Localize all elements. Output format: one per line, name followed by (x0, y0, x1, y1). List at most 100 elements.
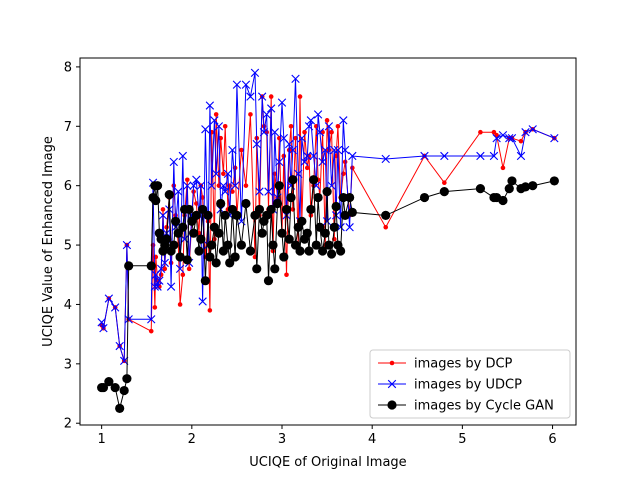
series-1-point-46 (228, 145, 237, 155)
series-1-point-77 (306, 116, 316, 125)
series-0-point-17 (164, 224, 169, 230)
series-2-point-60 (268, 240, 278, 250)
series-2-point-32 (196, 234, 206, 244)
series-2-point-78 (308, 175, 319, 185)
series-2-point-66 (281, 204, 292, 215)
series-1-point-92 (340, 145, 350, 155)
series-2-point-106 (528, 181, 538, 191)
series-2-point-29 (189, 228, 199, 238)
series-1-point-75 (303, 151, 312, 161)
series-1-point-58 (264, 187, 273, 196)
series-1-point-48 (232, 80, 242, 89)
series-1-point-103 (507, 133, 517, 143)
series-2-point-86 (327, 249, 337, 259)
series-1-point-53 (252, 139, 261, 149)
series-1-point-78 (309, 151, 318, 161)
y-tick-label-1: 3 (64, 357, 72, 372)
legend-marker-1 (387, 379, 397, 389)
series-2-point-11 (151, 195, 161, 206)
series-2-point-20 (169, 240, 179, 250)
series-2-point-75 (302, 228, 312, 238)
series-0-point-89 (335, 123, 341, 129)
y-tick-label-0: 2 (64, 417, 72, 432)
series-2-point-51 (245, 246, 256, 256)
series-2-point-43 (220, 210, 230, 220)
series-0-point-51 (248, 112, 253, 117)
series-2-point-107 (549, 176, 559, 186)
series-2-point-53 (252, 264, 262, 274)
series-2-point-8 (146, 261, 156, 271)
series-2-point-62 (272, 198, 283, 209)
series-2-point-68 (286, 192, 296, 203)
series-0-point-39 (213, 112, 219, 117)
y-tick-label-4: 6 (64, 179, 72, 194)
series-2-point-90 (336, 246, 346, 256)
series-1-point-81 (315, 128, 325, 137)
series-1-point-38 (210, 116, 219, 125)
series-2-point-87 (329, 222, 339, 232)
series-0-point-10 (152, 305, 158, 310)
series-0-point-23 (177, 302, 183, 307)
series-1-point-83 (321, 145, 330, 155)
series-0-point-8 (148, 328, 154, 334)
series-2-point-23 (175, 252, 185, 262)
series-0-point-66 (284, 272, 289, 278)
series-1-point-63 (275, 157, 284, 167)
series-0-point-59 (268, 94, 274, 99)
x-tick-label-1: 2 (188, 432, 196, 447)
series-0-point-36 (207, 308, 213, 313)
series-2-point-45 (225, 258, 235, 268)
series-1-point-42 (219, 181, 228, 190)
series-2-point-84 (322, 187, 332, 197)
series-1-point-70 (291, 74, 300, 83)
series-2-point-30 (191, 210, 201, 220)
series-0-point-72 (297, 94, 303, 99)
series-1-point-7 (124, 315, 133, 324)
series-1-point-106 (528, 125, 537, 134)
series-2-point-2 (104, 377, 114, 387)
series-1-point-93 (345, 223, 354, 232)
legend-marker-0 (389, 360, 395, 366)
legend-label-2: images by Cycle GAN (414, 399, 554, 414)
series-0-point-30 (194, 201, 199, 206)
series-0-point-68 (288, 123, 294, 129)
series-1-line (101, 72, 555, 362)
series-1-point-22 (174, 187, 183, 196)
series-2-point-12 (152, 181, 163, 191)
series-1-point-43 (221, 187, 230, 196)
series-1-point-6 (122, 240, 132, 250)
plot-frame (79, 57, 577, 426)
series-2-point-80 (313, 192, 323, 203)
series-1-point-61 (270, 128, 279, 137)
x-tick-label-4: 5 (458, 432, 466, 447)
series-2-point-5 (119, 385, 129, 396)
series-1-point-39 (211, 169, 221, 178)
series-2-point-48 (232, 210, 242, 220)
series-0-point-46 (230, 189, 235, 194)
series-1-point-50 (241, 80, 251, 89)
series-1-point-95 (381, 154, 390, 164)
series-2-point-17 (161, 234, 172, 244)
series-1-point-104 (516, 151, 526, 161)
series-2-point-81 (315, 222, 325, 232)
series-1-point-37 (207, 181, 216, 190)
legend-box (369, 349, 571, 419)
series-1-point-33 (198, 297, 207, 306)
series-2-point-97 (439, 187, 449, 197)
series-2-point-91 (338, 192, 348, 203)
series-0-point-26 (185, 177, 190, 183)
series-1-point-34 (201, 125, 210, 134)
series-2-point-31 (194, 246, 204, 256)
series-1-point-105 (521, 128, 530, 137)
series-2-point-79 (311, 240, 321, 250)
y-tick-label-3: 5 (64, 239, 72, 254)
series-2-point-94 (347, 207, 357, 218)
series-2-point-34 (200, 276, 210, 286)
series-1-point-69 (288, 145, 298, 155)
series-1-point-59 (266, 104, 276, 113)
series-2-point-105 (520, 182, 531, 192)
y-tick-label-6: 8 (64, 60, 72, 75)
series-1-point-19 (166, 282, 176, 291)
series-1-point-52 (250, 68, 260, 78)
series-2-point-4 (115, 403, 125, 413)
